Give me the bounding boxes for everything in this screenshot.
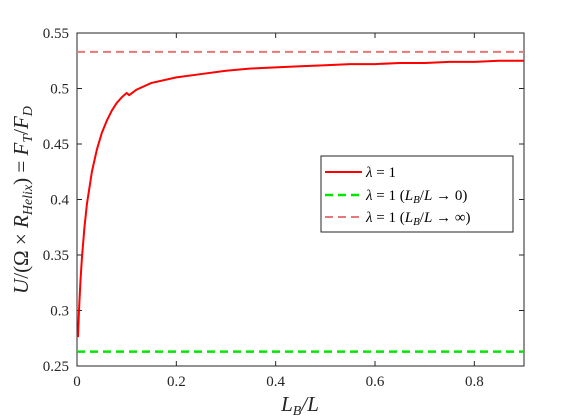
y-tick-label: 0.5 — [50, 82, 69, 98]
x-axis-title-rest: /L — [300, 392, 319, 416]
y-tick-label: 0.3 — [50, 304, 69, 320]
legend-label-series-2: λ = 1 (LB/L → 0) — [365, 188, 467, 206]
x-tick-label: 0.4 — [266, 374, 285, 390]
y-axis-title: U/(Ω × RHelix) = FT/FD — [9, 106, 36, 294]
x-axis-title-l: L — [280, 392, 293, 416]
legend-label-series-3: λ = 1 (LB/L → ∞) — [365, 210, 471, 228]
legend: λ = 1 λ = 1 (LB/L → 0) λ = 1 (LB/L → ∞) — [320, 155, 514, 233]
y-tick-label: 0.35 — [43, 248, 69, 264]
x-tick-label: 0.2 — [167, 374, 186, 390]
y-tick-labels: 0.25 0.3 0.35 0.4 0.45 0.5 0.55 — [43, 26, 70, 375]
y-tick-label: 0.45 — [43, 137, 69, 153]
x-axis-title: LB/L — [280, 392, 319, 416]
x-tick-labels: 0 0.2 0.4 0.6 0.8 — [73, 374, 483, 390]
y-tick-label: 0.25 — [43, 359, 69, 375]
legend-label-series-1: λ = 1 — [365, 165, 396, 181]
y-tick-label: 0.55 — [43, 26, 69, 42]
series-layer — [76, 50, 524, 353]
x-tick-label: 0 — [73, 374, 81, 390]
y-tick-label: 0.4 — [50, 193, 69, 209]
series-line-1 — [76, 59, 524, 338]
x-tick-label: 0.6 — [366, 374, 385, 390]
x-axis-title-sub: B — [293, 404, 302, 416]
x-tick-label: 0.8 — [465, 374, 484, 390]
ticks — [76, 32, 524, 367]
